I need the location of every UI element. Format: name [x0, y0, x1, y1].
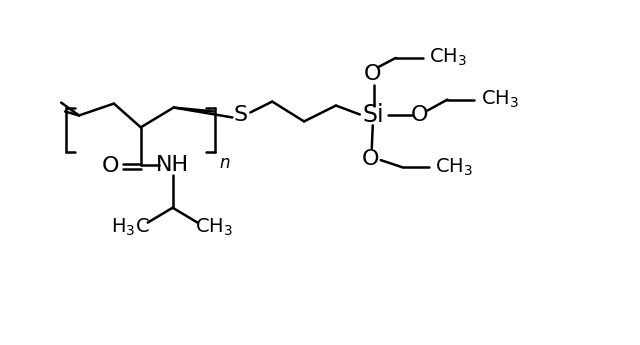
Text: n: n	[220, 154, 230, 172]
Text: O: O	[362, 149, 380, 169]
Text: CH$_3$: CH$_3$	[435, 156, 474, 178]
Text: O: O	[411, 106, 428, 126]
Text: CH$_3$: CH$_3$	[195, 217, 234, 238]
Text: CH$_3$: CH$_3$	[481, 89, 519, 110]
Text: H$_3$C: H$_3$C	[111, 217, 150, 238]
Text: S: S	[234, 106, 248, 126]
Text: O: O	[102, 156, 120, 176]
Text: O: O	[364, 64, 381, 84]
Text: Si: Si	[363, 104, 385, 127]
Text: CH$_3$: CH$_3$	[429, 46, 467, 68]
Text: NH: NH	[156, 155, 189, 175]
